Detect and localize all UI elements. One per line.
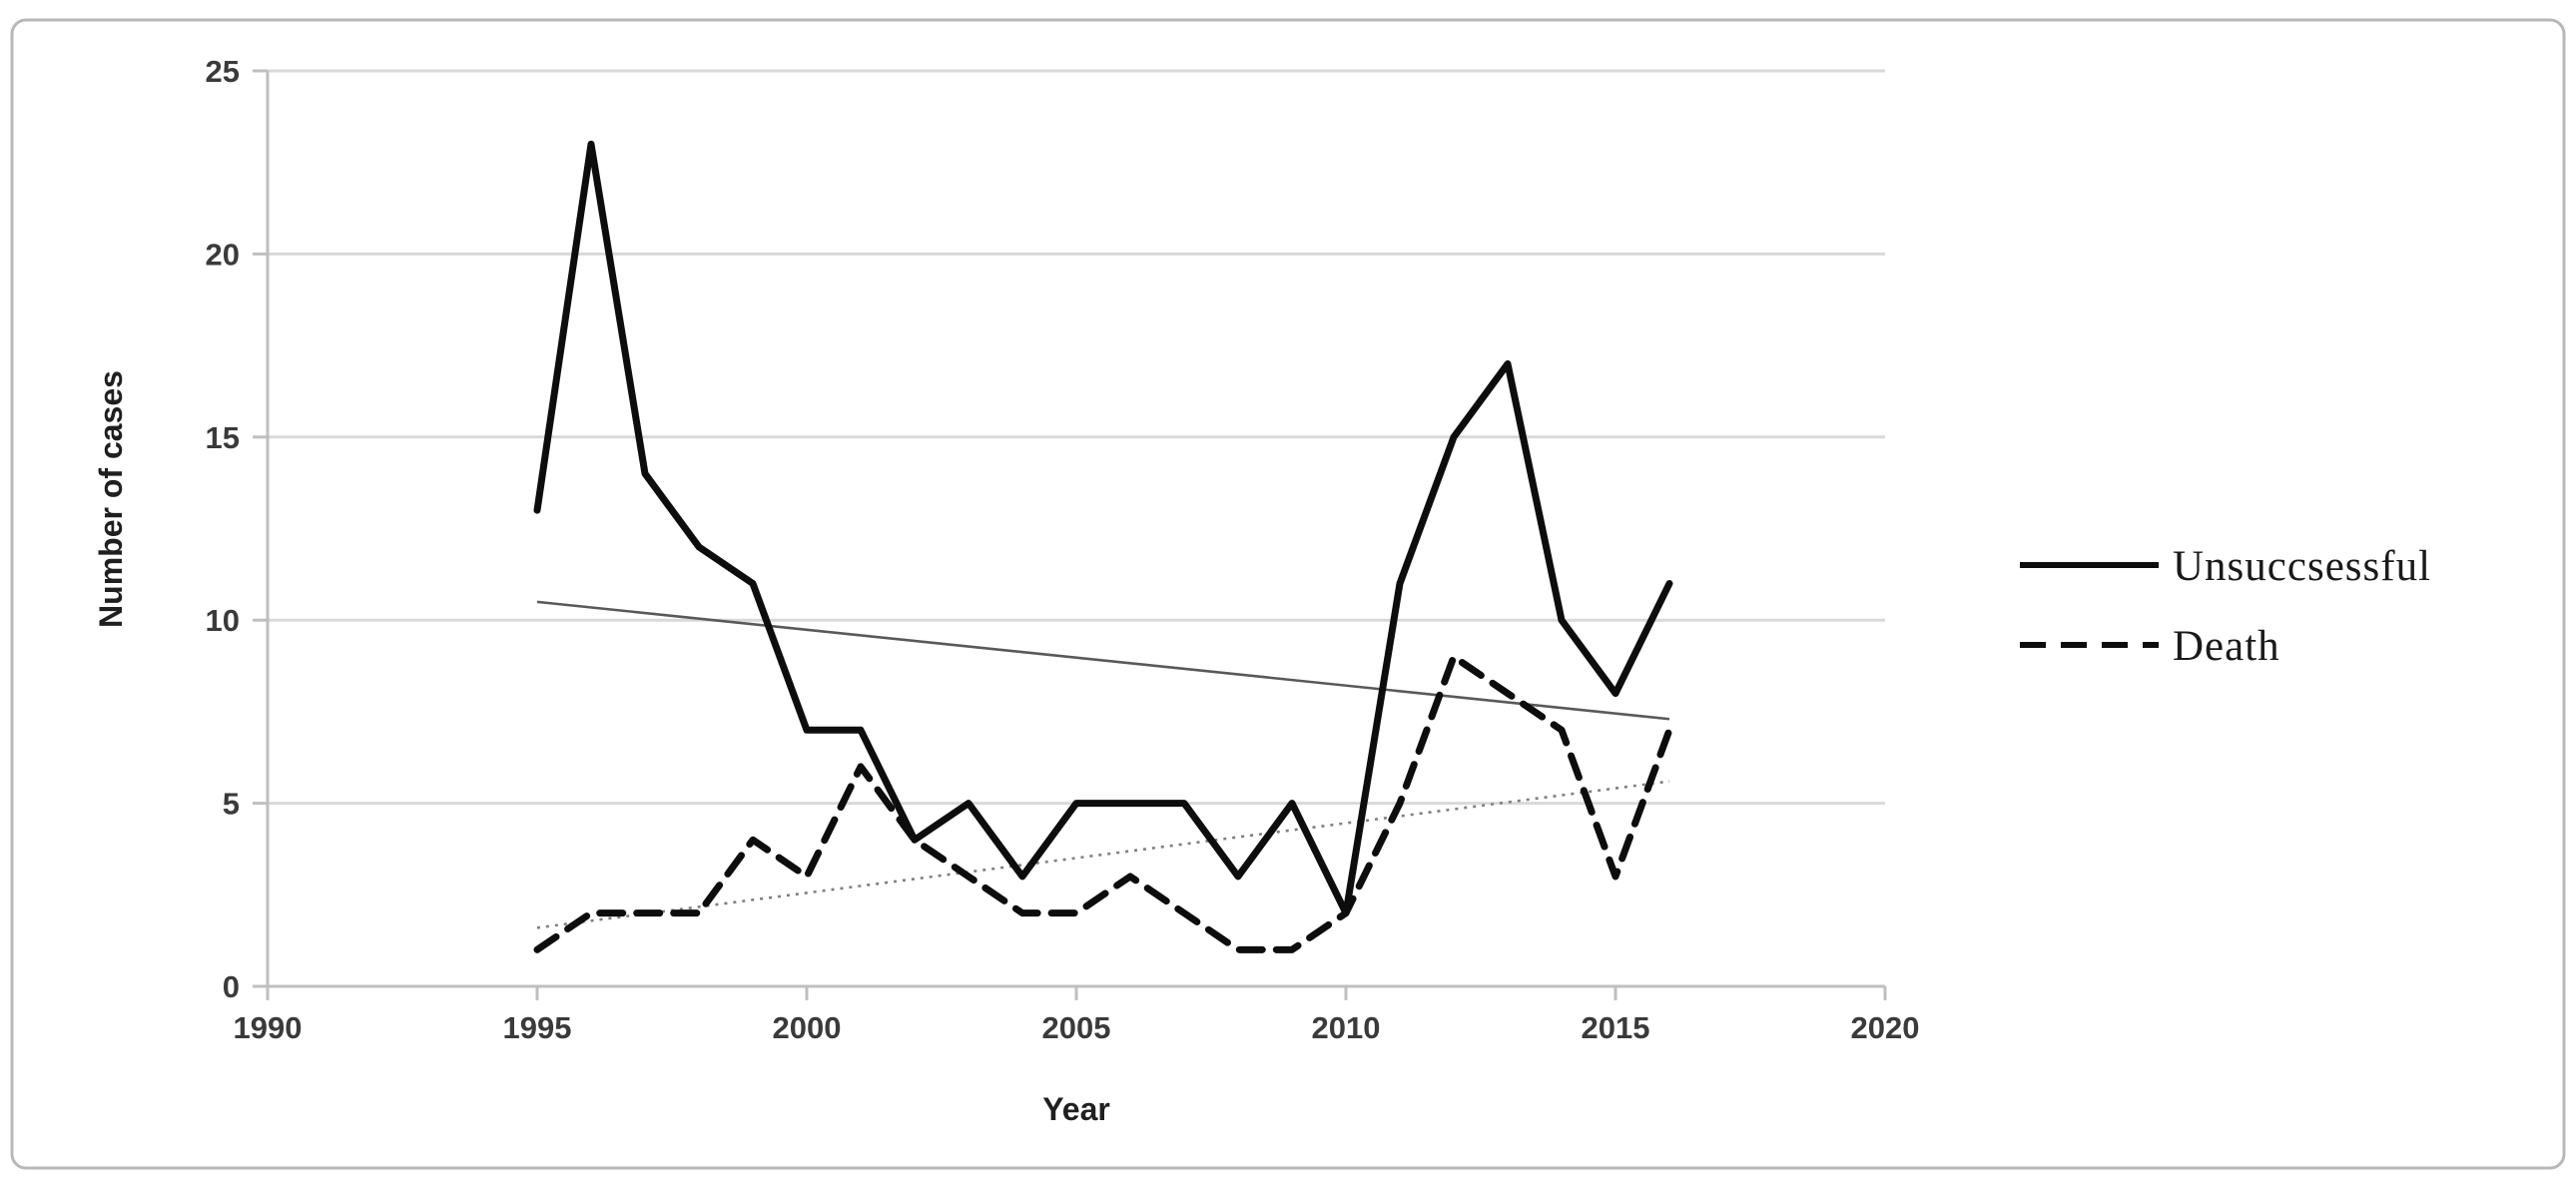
x-tick-label-2005: 2005 <box>1042 1010 1111 1045</box>
series-death-line <box>533 653 1673 953</box>
axes-layer <box>253 69 1887 1000</box>
x-tick-label-2020: 2020 <box>1851 1010 1920 1045</box>
y-tick-label-15: 15 <box>206 420 240 455</box>
x-tick-label-2010: 2010 <box>1312 1010 1381 1045</box>
y-tick-label-5: 5 <box>223 787 240 822</box>
y-tick-label-0: 0 <box>223 969 240 1004</box>
legend: Unsuccsessful Death <box>2020 543 2431 670</box>
x-tick-label-1990: 1990 <box>234 1010 303 1045</box>
y-tick-label-10: 10 <box>206 603 240 638</box>
x-axis-title: Year <box>1042 1091 1110 1127</box>
tick-labels-layer: 0 5 10 15 20 25 1990 1995 2000 2005 2010 2015 2020 <box>206 54 1920 1045</box>
y-tick-label-20: 20 <box>206 237 240 272</box>
series-unsuccsessful-line <box>533 140 1673 917</box>
x-tick-label-2000: 2000 <box>773 1010 842 1045</box>
y-axis-title: Number of cases <box>93 370 129 628</box>
series-layer <box>533 140 1673 953</box>
trendline-unsuccsessful <box>536 600 1670 721</box>
gridlines-layer <box>268 69 1885 806</box>
x-tick-label-1995: 1995 <box>503 1010 572 1045</box>
trendlines-layer <box>536 600 1670 929</box>
trendline-death <box>536 780 1670 929</box>
y-tick-label-25: 25 <box>206 54 240 89</box>
x-tick-label-2015: 2015 <box>1582 1010 1650 1045</box>
legend-unsuccessful-label: Unsuccsessful <box>2173 543 2431 590</box>
figure-border <box>10 18 2566 1170</box>
legend-death-label: Death <box>2173 623 2280 670</box>
